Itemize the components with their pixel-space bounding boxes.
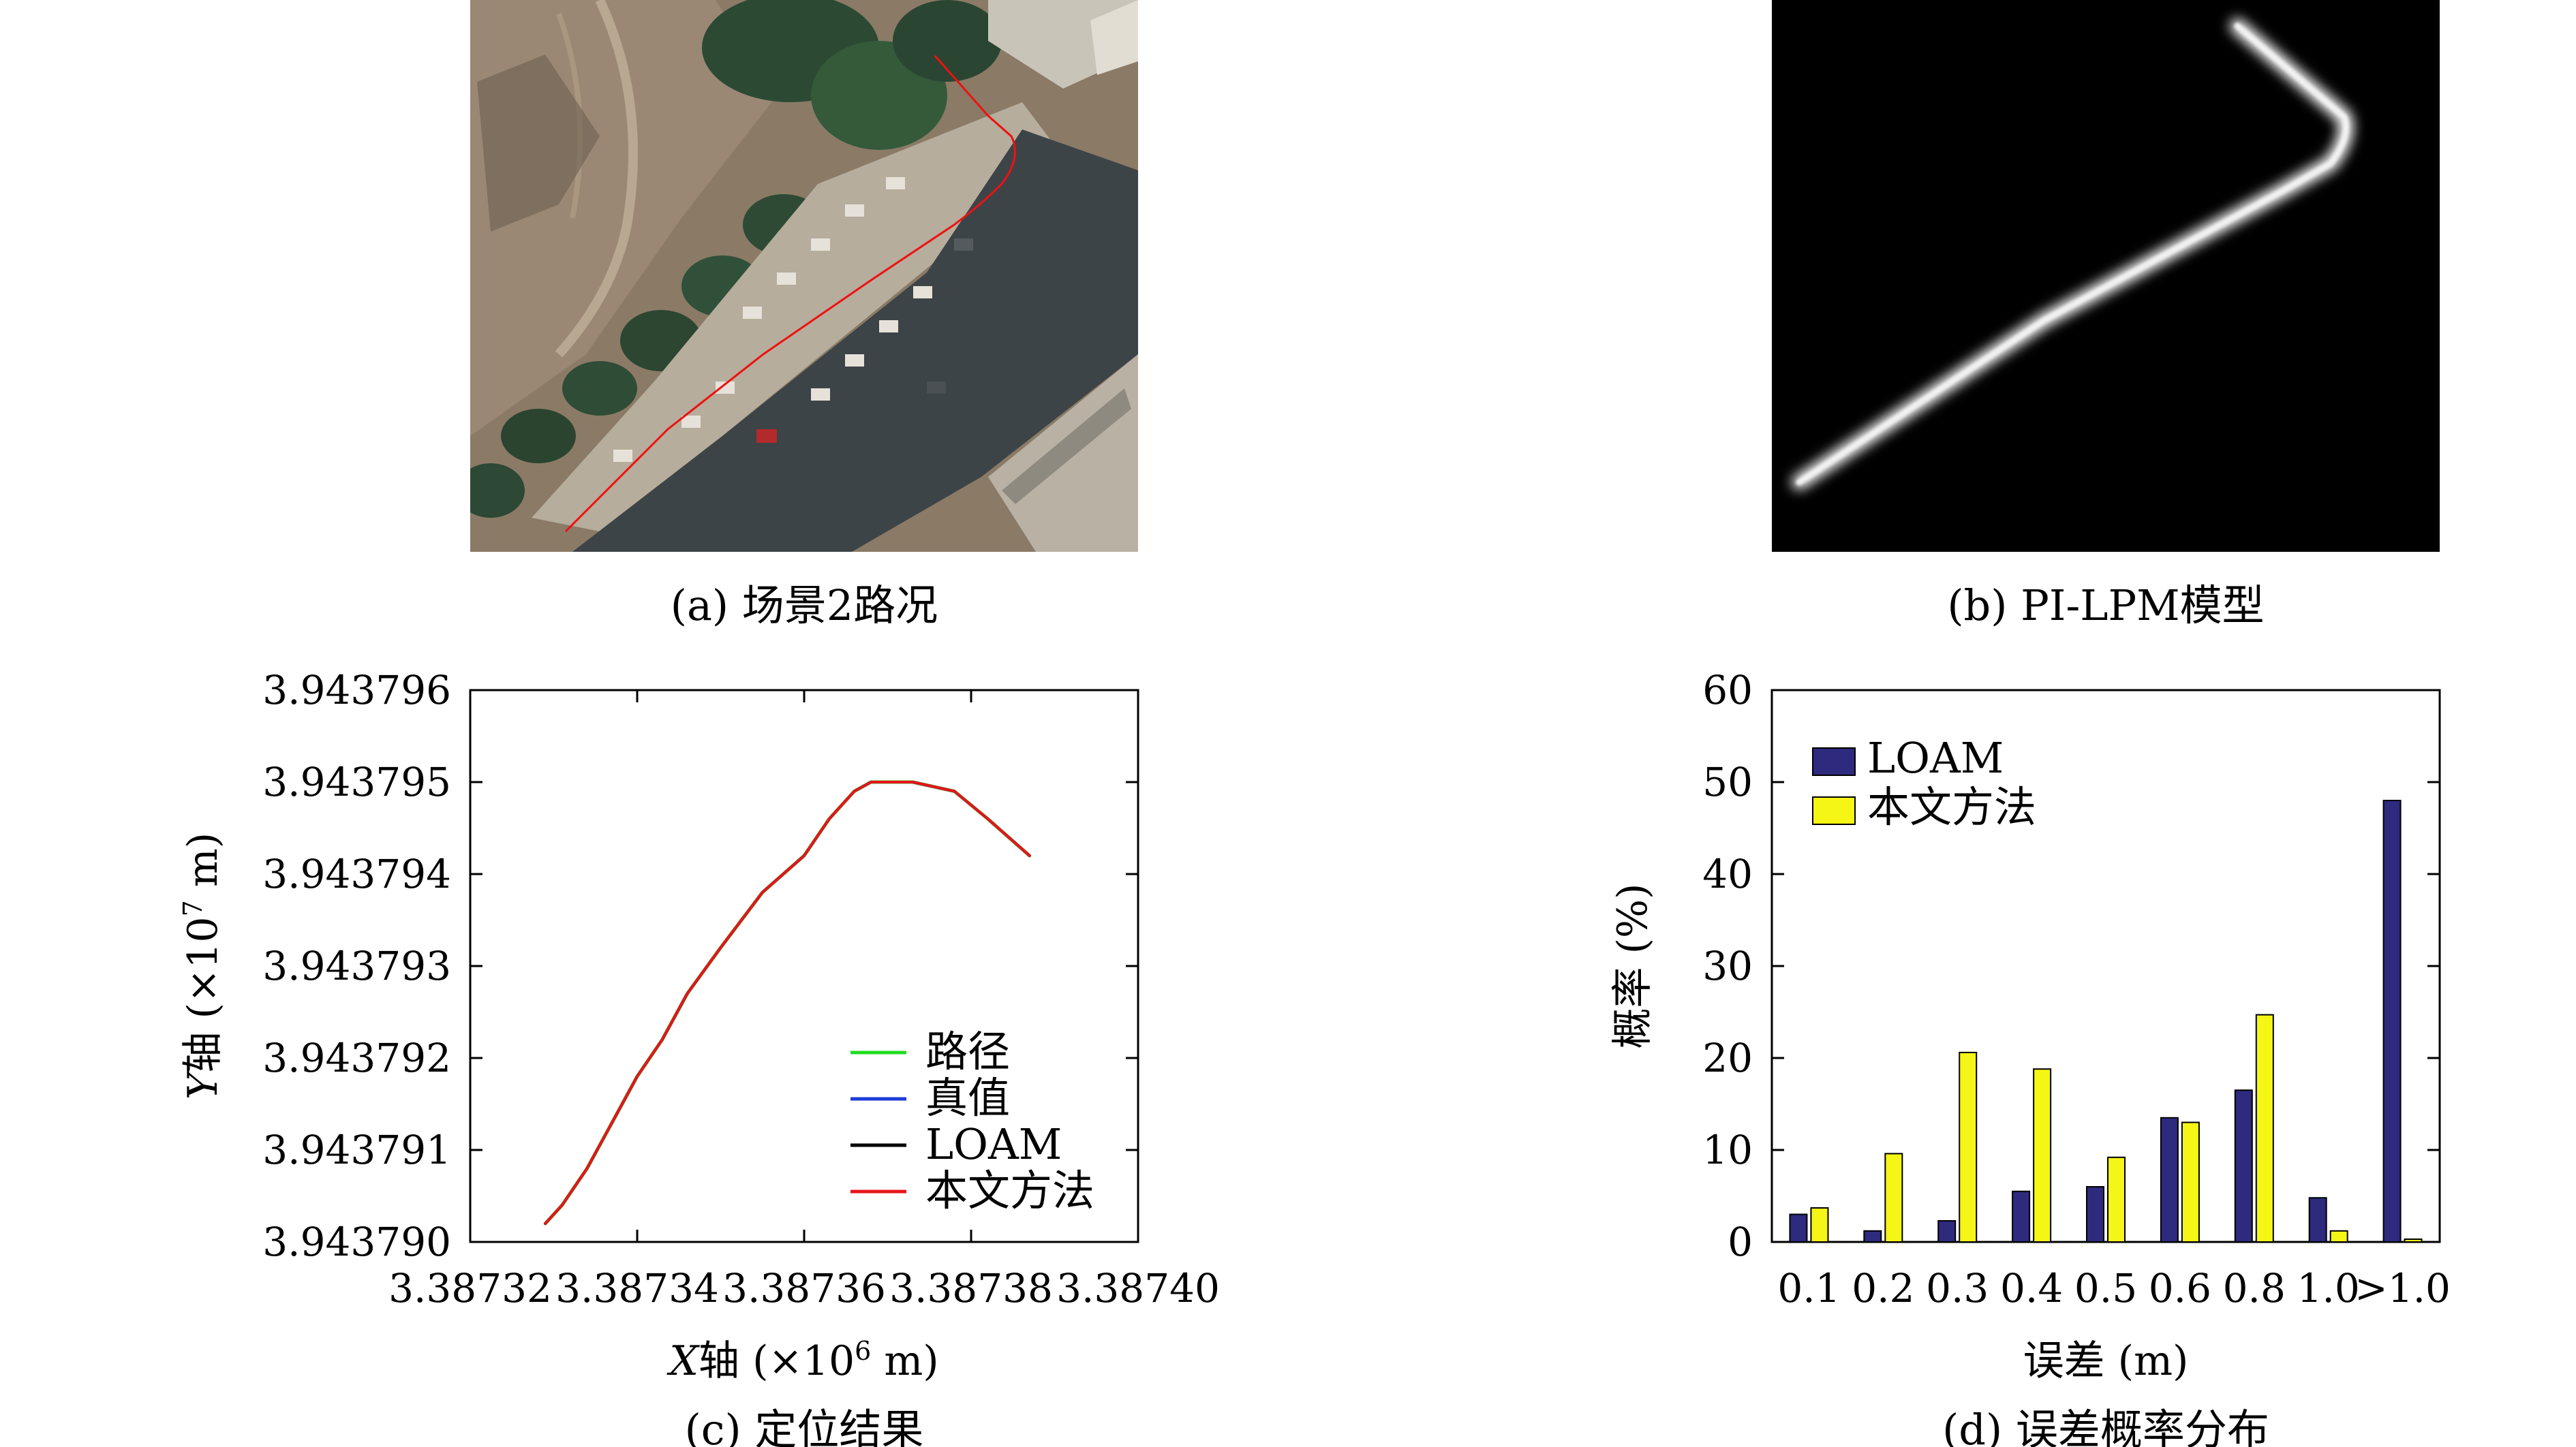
panel-c-x-tick-label: 3.38740 [1056, 1265, 1220, 1311]
panel-d-legend-swatch-1 [1812, 796, 1856, 825]
panel-d-x-tick-label: 0.1 [1777, 1265, 1840, 1311]
panel-d-y-tick-label: 30 [1702, 943, 1753, 989]
panel-d-bar-1-7 [2329, 1230, 2348, 1243]
panel-d-bar-1-5 [2181, 1121, 2200, 1243]
panel-c-y-tick-label: 3.943795 [262, 759, 451, 805]
panel-c-legend-label-1: 真值 [925, 1073, 1010, 1123]
panel-d-x-tick-label: 0.2 [1852, 1265, 1914, 1311]
panel-a-trajectory-line [564, 55, 1017, 533]
panel-c-y-axis-label: Y轴 (×107 m) [178, 833, 227, 1100]
caption-c: (c) 定位结果 [685, 1405, 924, 1447]
caption-d: (d) 误差概率分布 [1942, 1405, 2269, 1447]
panel-d-bar-1-8 [2404, 1238, 2423, 1243]
panel-c-series-line-3 [544, 781, 1031, 1225]
panel-c-y-tick-label: 3.943790 [262, 1219, 451, 1265]
panel-d-bar-0-3 [2012, 1190, 2031, 1243]
panel-c-y-tick-label: 3.943796 [262, 667, 451, 713]
panel-d-legend-swatch-0 [1812, 747, 1856, 776]
panel-d-x-tick-label: 0.3 [1926, 1265, 1989, 1311]
panel-d-x-tick-label: 0.6 [2149, 1265, 2211, 1311]
panel-d-y-tick-label: 0 [1728, 1219, 1753, 1265]
panel-d-bar-1-2 [1959, 1051, 1978, 1243]
panel-c-y-tick-label: 3.943792 [262, 1035, 451, 1081]
panel-c-y-tick-label: 3.943794 [262, 851, 451, 897]
panel-b-model-image [1772, 0, 2440, 552]
panel-c-x-tick-label: 3.38736 [722, 1265, 886, 1311]
panel-c-legend-label-0: 路径 [925, 1027, 1010, 1076]
panel-d-bar-0-5 [2160, 1117, 2179, 1243]
panel-d-legend-label-1: 本文方法 [1867, 782, 2036, 832]
panel-d-y-tick-label: 10 [1702, 1127, 1753, 1173]
panel-a-aerial-photo [470, 0, 1138, 552]
panel-d-bar-0-4 [2086, 1186, 2104, 1243]
panel-d-x-tick-label: 0.4 [2000, 1265, 2063, 1311]
panel-d-y-tick-label: 20 [1702, 1035, 1753, 1081]
panel-d-legend-label-0: LOAM [1867, 733, 2004, 783]
panel-d-bar-0-1 [1863, 1230, 1882, 1243]
panel-c-x-tick-label: 3.38734 [555, 1265, 719, 1311]
panel-d-bar-1-1 [1884, 1153, 1903, 1243]
panel-c-line-chart: 3.38732 3.38734 3.38736 3.38738 3.38740 3.943… [178, 667, 1220, 1385]
caption-a: (a) 场景2路况 [671, 580, 938, 630]
panel-d-x-tick-label: 0.8 [2223, 1265, 2286, 1311]
panel-d-bar-chart: 0 10 20 30 40 50 60 0.1 0.2 0.3 0.4 0.5 0.6 0.8 1.0>1.… [1609, 667, 2451, 1385]
panel-c-x-axis-label: X轴 (×106 m) [666, 1336, 938, 1385]
panel-c-legend-label-2: LOAM [925, 1119, 1062, 1169]
panel-c-y-tick-label: 3.943791 [262, 1127, 451, 1173]
panel-c-legend-label-3: 本文方法 [925, 1166, 1094, 1215]
panel-d-bar-0-0 [1789, 1213, 1808, 1243]
panel-d-bar-1-4 [2107, 1156, 2126, 1243]
caption-b: (b) PI-LPM模型 [1947, 580, 2264, 630]
panel-d-y-tick-label: 50 [1702, 759, 1753, 805]
panel-d-bar-1-6 [2255, 1014, 2274, 1243]
panel-d-bar-1-3 [2033, 1068, 2052, 1243]
panel-d-bar-0-6 [2234, 1089, 2253, 1243]
panel-d-x-tick-label: 1.0 [2297, 1265, 2360, 1311]
panel-d-x-tick-label: >1.0 [2355, 1265, 2451, 1311]
panel-d-y-axis-label: 概率 (%) [1609, 884, 1657, 1049]
panel-c-y-tick-label: 3.943793 [262, 943, 451, 989]
panel-d-bar-1-0 [1810, 1207, 1829, 1243]
panel-d-bar-0-2 [1937, 1219, 1957, 1243]
panel-d-y-tick-label: 40 [1702, 851, 1753, 897]
panel-d-y-tick-label: 60 [1702, 667, 1753, 713]
panel-d-bar-0-7 [2308, 1197, 2327, 1243]
panel-d-x-tick-label: 0.5 [2074, 1265, 2137, 1311]
panel-d-bar-0-8 [2382, 800, 2402, 1243]
panel-c-x-tick-label: 3.38738 [889, 1265, 1053, 1311]
panel-c-x-tick-label: 3.38732 [388, 1265, 552, 1311]
panel-d-x-axis-label: 误差 (m) [2023, 1337, 2189, 1385]
